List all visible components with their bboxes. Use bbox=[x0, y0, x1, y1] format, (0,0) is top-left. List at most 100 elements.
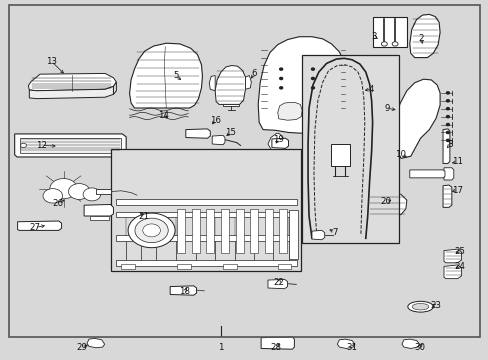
Text: 10: 10 bbox=[395, 150, 406, 159]
Text: 29: 29 bbox=[77, 343, 87, 352]
Text: 17: 17 bbox=[451, 186, 462, 194]
Polygon shape bbox=[113, 82, 116, 94]
Polygon shape bbox=[271, 138, 288, 148]
Polygon shape bbox=[221, 209, 228, 253]
Polygon shape bbox=[311, 230, 324, 240]
Circle shape bbox=[446, 123, 448, 126]
Circle shape bbox=[311, 87, 314, 89]
Circle shape bbox=[446, 92, 448, 94]
Polygon shape bbox=[277, 264, 291, 269]
Circle shape bbox=[279, 77, 282, 80]
Polygon shape bbox=[215, 66, 245, 104]
Text: 4: 4 bbox=[368, 85, 374, 94]
Circle shape bbox=[446, 100, 448, 102]
Text: 9: 9 bbox=[384, 104, 389, 112]
Circle shape bbox=[142, 224, 160, 237]
Polygon shape bbox=[185, 129, 210, 138]
Polygon shape bbox=[267, 279, 287, 289]
Polygon shape bbox=[87, 338, 104, 348]
Text: 1: 1 bbox=[218, 343, 224, 352]
Polygon shape bbox=[209, 76, 215, 91]
Polygon shape bbox=[177, 209, 184, 253]
Circle shape bbox=[446, 108, 448, 110]
Polygon shape bbox=[116, 199, 297, 205]
Ellipse shape bbox=[411, 303, 428, 310]
Ellipse shape bbox=[407, 301, 432, 312]
Text: 31: 31 bbox=[346, 343, 357, 352]
Polygon shape bbox=[261, 337, 294, 349]
Polygon shape bbox=[121, 264, 135, 269]
Circle shape bbox=[50, 179, 77, 199]
Polygon shape bbox=[223, 104, 238, 106]
Polygon shape bbox=[264, 209, 272, 253]
Bar bbox=[111, 149, 301, 271]
Polygon shape bbox=[206, 209, 214, 253]
Polygon shape bbox=[116, 235, 297, 241]
Polygon shape bbox=[394, 79, 439, 158]
Polygon shape bbox=[212, 135, 224, 145]
Circle shape bbox=[279, 87, 282, 89]
Polygon shape bbox=[442, 129, 449, 163]
Circle shape bbox=[68, 184, 90, 199]
Text: 22: 22 bbox=[273, 278, 284, 287]
Polygon shape bbox=[191, 209, 199, 253]
Circle shape bbox=[446, 139, 448, 141]
Polygon shape bbox=[367, 192, 406, 218]
Text: 25: 25 bbox=[453, 247, 464, 256]
Polygon shape bbox=[278, 209, 286, 253]
Text: 5: 5 bbox=[173, 71, 179, 80]
Polygon shape bbox=[337, 339, 354, 348]
Polygon shape bbox=[267, 133, 285, 151]
Polygon shape bbox=[443, 265, 461, 279]
Polygon shape bbox=[245, 76, 251, 89]
Circle shape bbox=[43, 189, 62, 203]
Polygon shape bbox=[18, 221, 61, 230]
Polygon shape bbox=[250, 209, 258, 253]
Circle shape bbox=[391, 42, 397, 46]
Circle shape bbox=[311, 68, 314, 70]
Text: 11: 11 bbox=[451, 157, 462, 166]
Polygon shape bbox=[84, 204, 113, 216]
Circle shape bbox=[446, 131, 448, 134]
Text: 21: 21 bbox=[139, 212, 149, 221]
Polygon shape bbox=[90, 216, 108, 220]
Polygon shape bbox=[442, 185, 451, 207]
Text: 15: 15 bbox=[225, 128, 236, 137]
Circle shape bbox=[135, 218, 168, 243]
Circle shape bbox=[279, 68, 282, 70]
Polygon shape bbox=[409, 14, 439, 58]
Polygon shape bbox=[29, 86, 113, 99]
Polygon shape bbox=[170, 286, 196, 295]
Polygon shape bbox=[177, 264, 190, 269]
Polygon shape bbox=[116, 260, 297, 266]
Circle shape bbox=[311, 77, 314, 80]
Text: 13: 13 bbox=[46, 57, 57, 66]
Text: 3: 3 bbox=[370, 32, 376, 41]
Text: 7: 7 bbox=[331, 228, 337, 237]
Circle shape bbox=[20, 143, 26, 148]
Text: 20: 20 bbox=[380, 197, 391, 206]
Polygon shape bbox=[223, 264, 236, 269]
Text: 6: 6 bbox=[251, 69, 257, 78]
Polygon shape bbox=[277, 102, 302, 120]
Text: 18: 18 bbox=[179, 287, 190, 296]
Text: 16: 16 bbox=[209, 116, 220, 125]
Text: 28: 28 bbox=[270, 343, 281, 352]
Text: 30: 30 bbox=[413, 343, 424, 352]
Text: 14: 14 bbox=[158, 111, 169, 120]
Text: 23: 23 bbox=[430, 302, 441, 310]
Polygon shape bbox=[116, 212, 297, 217]
Circle shape bbox=[381, 42, 386, 46]
Polygon shape bbox=[409, 170, 444, 178]
Polygon shape bbox=[15, 134, 126, 157]
Circle shape bbox=[446, 116, 448, 118]
Polygon shape bbox=[443, 249, 461, 263]
Text: 12: 12 bbox=[36, 141, 47, 150]
Polygon shape bbox=[235, 209, 243, 253]
Circle shape bbox=[128, 213, 175, 248]
Polygon shape bbox=[443, 168, 453, 180]
Polygon shape bbox=[258, 37, 346, 133]
Text: 19: 19 bbox=[273, 135, 284, 144]
Polygon shape bbox=[96, 189, 111, 194]
Polygon shape bbox=[288, 210, 298, 259]
